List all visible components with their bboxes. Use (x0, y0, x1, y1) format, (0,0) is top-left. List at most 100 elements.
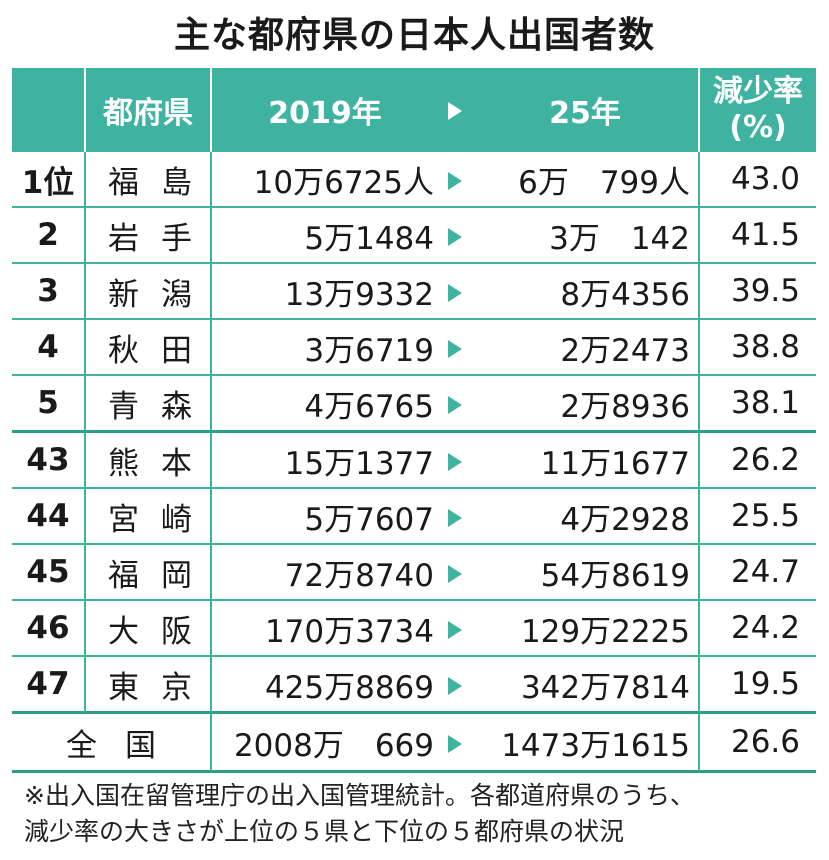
value-2019-cell: 4万6765 (212, 376, 438, 433)
table-row: 47 東京 425万8869 342万7814 19.5 (12, 657, 816, 714)
table-row: 44 宮崎 5万7607 4万2928 25.5 (12, 489, 816, 545)
total-label: 全国 (12, 714, 212, 773)
value-2025-cell: 6万 799人 (472, 152, 700, 208)
value-2025-cell: 2万2473 (472, 320, 700, 376)
footnote: ※出入国在留管理庁の出入国管理統計。各都道府県のうち、 減少率の大きさが上位の５… (24, 778, 814, 850)
rate-cell: 39.5 (700, 264, 816, 320)
arrow-cell (438, 433, 472, 489)
triangle-right-icon (448, 676, 462, 695)
arrow-cell (438, 714, 472, 773)
prefecture-cell: 福島 (86, 152, 212, 208)
arrow-cell (438, 376, 472, 433)
value-2025-cell: 8万4356 (472, 264, 700, 320)
arrow-cell (438, 657, 472, 714)
triangle-right-icon (448, 508, 462, 527)
table-row: 43 熊本 15万1377 11万1677 26.2 (12, 433, 816, 489)
triangle-right-icon (448, 339, 462, 358)
triangle-right-icon (448, 171, 462, 190)
value-2019-cell: 5万1484 (212, 208, 438, 264)
total-2025-cell: 1473万1615 (472, 714, 700, 773)
header-rank (12, 68, 86, 152)
triangle-right-icon (448, 452, 462, 471)
rank-cell: 5 (12, 376, 86, 433)
value-2025-cell: 4万2928 (472, 489, 700, 545)
footnote-line2: 減少率の大きさが上位の５県と下位の５都府県の状況 (24, 817, 625, 846)
rank-cell: 43 (12, 433, 86, 489)
prefecture-cell: 岩手 (86, 208, 212, 264)
rank-cell: 2 (12, 208, 86, 264)
arrow-cell (438, 601, 472, 657)
prefecture-cell: 新潟 (86, 264, 212, 320)
page-title: 主な都府県の日本人出国者数 (173, 15, 655, 56)
header-rate-line2: (%) (729, 110, 787, 145)
header-2019: 2019年 (212, 68, 438, 152)
value-2025-cell: 3万 142 (472, 208, 700, 264)
prefecture-cell: 青森 (86, 376, 212, 433)
value-2019-cell: 170万3734 (212, 601, 438, 657)
triangle-right-icon (448, 734, 462, 753)
header-rate-line1: 減少率 (713, 74, 803, 109)
table-row: 45 福岡 72万8740 54万8619 24.7 (12, 545, 816, 601)
arrow-cell (438, 208, 472, 264)
rate-cell: 19.5 (700, 657, 816, 714)
rank-cell: 4 (12, 320, 86, 376)
rank-cell: 3 (12, 264, 86, 320)
rate-cell: 41.5 (700, 208, 816, 264)
value-2025-cell: 54万8619 (472, 545, 700, 601)
total-rate-cell: 26.6 (700, 714, 816, 773)
value-2019-cell: 425万8869 (212, 657, 438, 714)
footnote-line1: ※出入国在留管理庁の出入国管理統計。各都道府県のうち、 (24, 781, 695, 810)
triangle-right-icon (448, 102, 462, 120)
rate-cell: 24.2 (700, 601, 816, 657)
value-2025-cell: 342万7814 (472, 657, 700, 714)
rank-cell: 44 (12, 489, 86, 545)
arrow-cell (438, 489, 472, 545)
triangle-right-icon (448, 283, 462, 302)
value-2019-cell: 5万7607 (212, 489, 438, 545)
total-row: 全国 2008万 669 1473万1615 26.6 (12, 714, 816, 773)
prefecture-cell: 宮崎 (86, 489, 212, 545)
rate-cell: 25.5 (700, 489, 816, 545)
arrow-cell (438, 152, 472, 208)
arrow-cell (438, 545, 472, 601)
arrow-cell (438, 264, 472, 320)
header-rate: 減少率 (%) (700, 68, 816, 152)
arrow-cell (438, 320, 472, 376)
value-2019-cell: 13万9332 (212, 264, 438, 320)
value-2025-cell: 11万1677 (472, 433, 700, 489)
value-2019-cell: 72万8740 (212, 545, 438, 601)
prefecture-cell: 熊本 (86, 433, 212, 489)
table-row: 1位 福島 10万6725人 6万 799人 43.0 (12, 152, 816, 208)
total-2019-cell: 2008万 669 (212, 714, 438, 773)
header-2025: 25年 (472, 68, 700, 152)
triangle-right-icon (448, 395, 462, 414)
rate-cell: 24.7 (700, 545, 816, 601)
header-arrow (438, 68, 472, 152)
rank-cell: 1位 (12, 152, 86, 208)
prefecture-cell: 福岡 (86, 545, 212, 601)
rank-cell: 45 (12, 545, 86, 601)
table-header-row: 都府県 2019年 25年 減少率 (%) (12, 68, 816, 152)
value-2019-cell: 10万6725人 (212, 152, 438, 208)
prefecture-cell: 大阪 (86, 601, 212, 657)
table-row: 5 青森 4万6765 2万8936 38.1 (12, 376, 816, 433)
rate-cell: 43.0 (700, 152, 816, 208)
table-row: 2 岩手 5万1484 3万 142 41.5 (12, 208, 816, 264)
outbound-table: 都府県 2019年 25年 減少率 (%) 1位 福島 10万6725人 6万 … (12, 68, 816, 773)
value-2019-cell: 15万1377 (212, 433, 438, 489)
rank-cell: 46 (12, 601, 86, 657)
rate-cell: 38.1 (700, 376, 816, 433)
rate-cell: 26.2 (700, 433, 816, 489)
table-row: 3 新潟 13万9332 8万4356 39.5 (12, 264, 816, 320)
prefecture-cell: 東京 (86, 657, 212, 714)
table-row: 46 大阪 170万3734 129万2225 24.2 (12, 601, 816, 657)
rank-cell: 47 (12, 657, 86, 714)
rate-cell: 38.8 (700, 320, 816, 376)
prefecture-cell: 秋田 (86, 320, 212, 376)
value-2025-cell: 129万2225 (472, 601, 700, 657)
triangle-right-icon (448, 227, 462, 246)
header-prefecture: 都府県 (86, 68, 212, 152)
table-row: 4 秋田 3万6719 2万2473 38.8 (12, 320, 816, 376)
value-2025-cell: 2万8936 (472, 376, 700, 433)
triangle-right-icon (448, 620, 462, 639)
